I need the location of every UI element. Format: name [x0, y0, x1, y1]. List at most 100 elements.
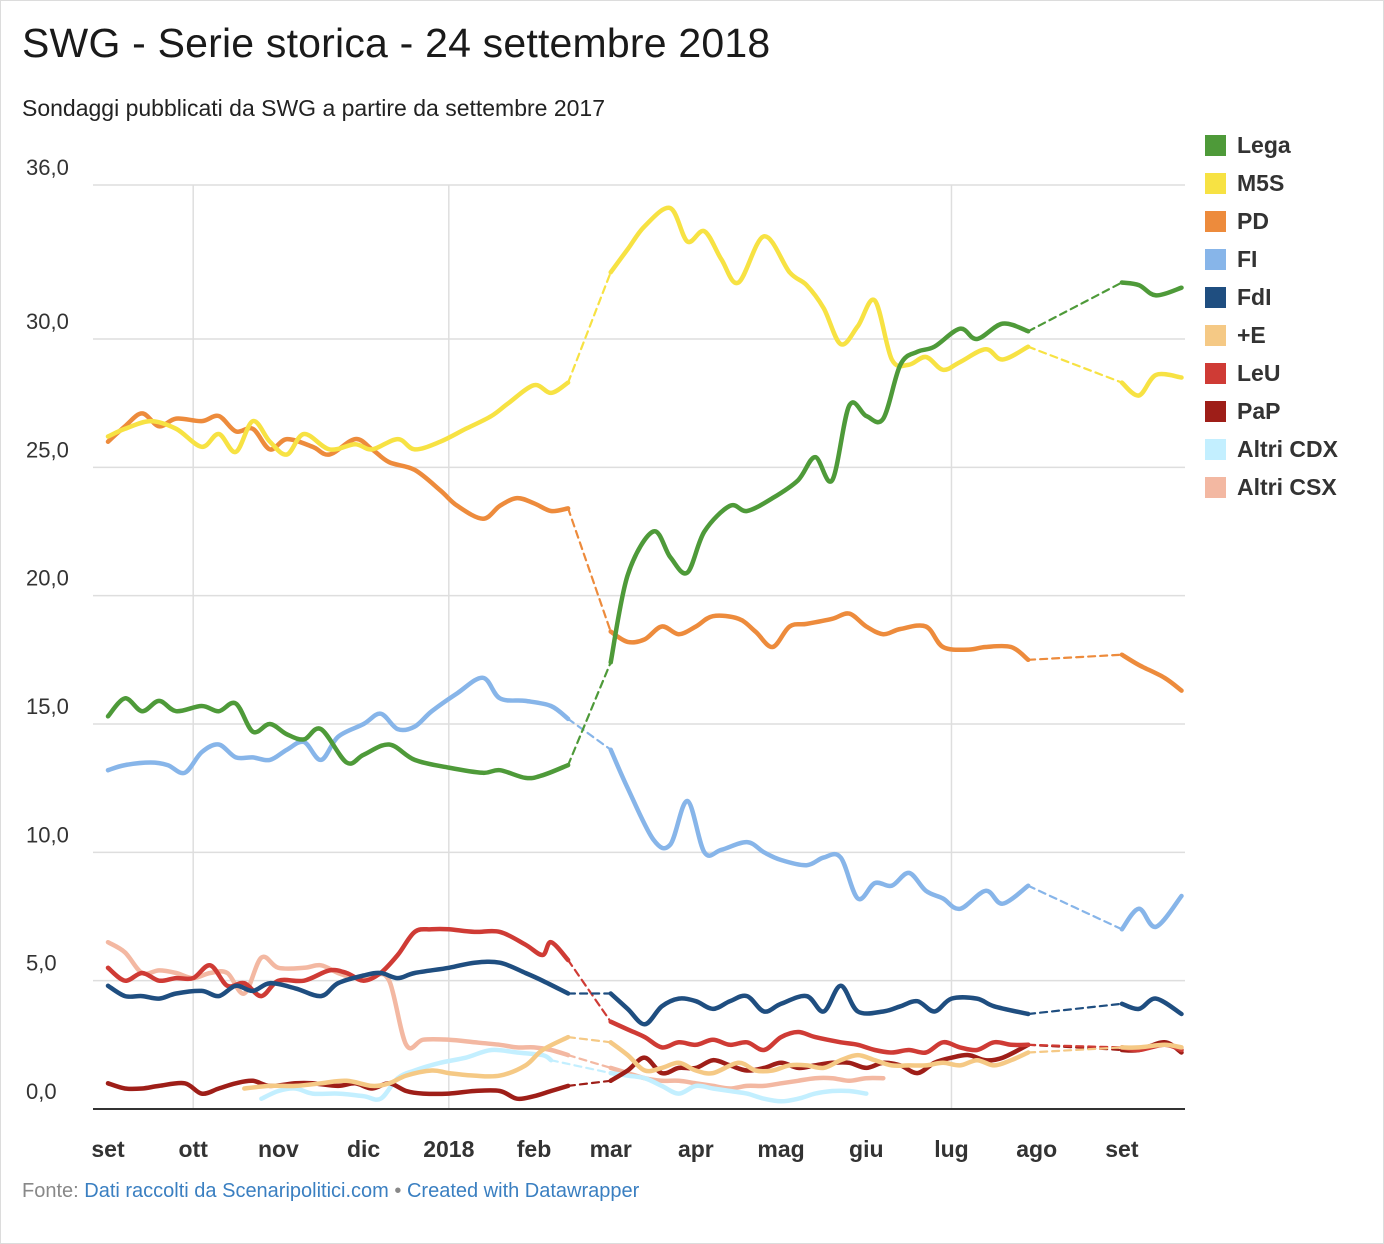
legend-label: M5S — [1237, 169, 1285, 196]
legend-label: FdI — [1237, 283, 1272, 310]
series-line — [608, 321, 1031, 665]
series-line — [105, 411, 571, 521]
series-gap-line — [1027, 653, 1123, 661]
series-line — [608, 1070, 869, 1104]
x-tick-label: mar — [590, 1136, 632, 1162]
series-line — [608, 983, 1031, 1027]
series-m5s — [105, 205, 1184, 457]
x-tick-label: set — [91, 1136, 125, 1162]
series-line — [608, 205, 1031, 373]
series-line — [105, 675, 571, 776]
series-line — [105, 380, 571, 457]
series-line — [608, 1040, 1031, 1076]
legend-swatch — [1205, 286, 1226, 308]
series-line — [105, 939, 571, 1058]
series-line — [608, 611, 1031, 663]
series-pd — [105, 411, 1184, 693]
series-gap-line — [1027, 1002, 1123, 1016]
series-line — [1119, 893, 1184, 932]
legend-swatch — [1205, 324, 1226, 346]
series-leu — [105, 926, 1184, 1056]
series-line — [1119, 371, 1184, 398]
series-line — [242, 1034, 571, 1091]
series-fi — [105, 675, 1184, 932]
series-altri-cdx — [259, 1047, 869, 1104]
footer-separator: • — [394, 1180, 402, 1202]
chart-subtitle: Sondaggi pubblicati da SWG a partire da … — [22, 95, 606, 121]
x-tick-label: ott — [179, 1136, 209, 1162]
legend-label: PaP — [1237, 397, 1281, 424]
legend-swatch — [1205, 248, 1226, 270]
legend-swatch — [1205, 400, 1226, 422]
legend-label: LeU — [1237, 359, 1281, 386]
series-gap-line — [567, 1054, 612, 1069]
series-gap-line — [1027, 345, 1123, 384]
series-gap-line — [567, 661, 612, 767]
legend-label: +E — [1237, 321, 1266, 348]
source-link[interactable]: Dati raccolti da Scenaripolitici.com — [84, 1180, 389, 1202]
y-tick-label: 15,0 — [26, 694, 69, 719]
legend-label: Lega — [1237, 131, 1291, 158]
y-tick-label: 5,0 — [26, 951, 57, 976]
series-lines — [105, 205, 1184, 1104]
legend-item[interactable]: M5S — [1205, 164, 1338, 202]
series-gap-line — [567, 507, 612, 633]
x-tick-label: giu — [849, 1136, 884, 1162]
x-tick-label: set — [1105, 1136, 1139, 1162]
y-tick-label: 20,0 — [26, 566, 69, 591]
footer-prefix: Fonte: — [22, 1180, 79, 1202]
x-tick-label: ago — [1016, 1136, 1057, 1162]
x-tick-label: feb — [517, 1136, 552, 1162]
x-axis-labels: set ott nov dic 2018 feb mar apr mag giu lug ago set — [91, 1136, 1138, 1162]
legend-swatch — [1205, 476, 1226, 498]
series-line — [608, 1065, 886, 1091]
series-gap-line — [1027, 884, 1123, 931]
x-tick-label: 2018 — [423, 1136, 474, 1162]
y-axis-labels: 0,0 5,0 10,0 15,0 20,0 25,0 30,0 36,0 — [26, 155, 69, 1104]
series-line — [105, 926, 571, 999]
series-line — [1119, 1042, 1184, 1050]
series-gap-line — [567, 717, 612, 751]
legend-swatch — [1205, 172, 1226, 194]
y-tick-label: 0,0 — [26, 1079, 57, 1104]
y-gridlines — [93, 184, 1185, 982]
x-tick-label: mag — [757, 1136, 804, 1162]
legend-item[interactable]: Altri CSX — [1205, 468, 1338, 506]
y-tick-label: 10,0 — [26, 822, 69, 847]
x-tick-label: apr — [678, 1136, 714, 1162]
datawrapper-credit-link[interactable]: Created with Datawrapper — [406, 1180, 640, 1202]
legend-item[interactable]: PD — [1205, 202, 1338, 240]
legend-item[interactable]: +E — [1205, 316, 1338, 354]
legend-item[interactable]: FdI — [1205, 278, 1338, 316]
series-gap-line — [567, 1079, 612, 1087]
legend-item[interactable]: PaP — [1205, 392, 1338, 430]
legend-item[interactable]: Lega — [1205, 126, 1338, 164]
series-line — [105, 696, 571, 781]
legend-swatch — [1205, 438, 1226, 460]
series-gap-line — [567, 271, 612, 384]
legend-item[interactable]: Altri CDX — [1205, 430, 1338, 468]
legend-label: FI — [1237, 245, 1258, 272]
series-gap-line — [549, 1059, 612, 1075]
y-tick-label: 30,0 — [26, 309, 69, 334]
series-line — [105, 1078, 571, 1102]
legend-item[interactable]: LeU — [1205, 354, 1338, 392]
series-gap-line — [1027, 1046, 1123, 1054]
series-gap-line — [567, 959, 612, 1023]
series-line — [608, 1019, 1031, 1056]
series-fdi — [105, 959, 1184, 1027]
series-line — [608, 747, 1031, 912]
legend-swatch — [1205, 210, 1226, 232]
legend-label: PD — [1237, 207, 1269, 234]
series-e — [242, 1034, 1184, 1091]
legend-label: Altri CDX — [1237, 435, 1338, 462]
series-gap-line — [567, 1036, 612, 1044]
legend-swatch — [1205, 134, 1226, 156]
legend-item[interactable]: FI — [1205, 240, 1338, 278]
y-tick-label: 36,0 — [26, 155, 69, 180]
chart-title: SWG - Serie storica - 24 settembre 2018 — [22, 20, 771, 66]
legend-label: Altri CSX — [1237, 473, 1337, 500]
legend-swatch — [1205, 362, 1226, 384]
x-tick-label: lug — [934, 1136, 969, 1162]
